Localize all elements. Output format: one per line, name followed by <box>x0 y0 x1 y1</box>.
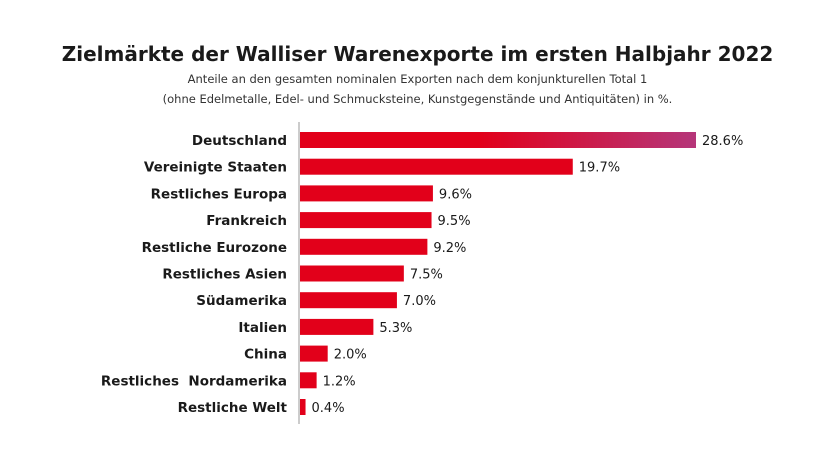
value-label: 2.0% <box>334 348 367 363</box>
bar <box>300 132 696 148</box>
bar <box>300 372 317 389</box>
category-label: Südamerika <box>196 293 287 309</box>
bar <box>300 158 573 175</box>
category-label: Deutschland <box>192 133 287 149</box>
value-label: 9.5% <box>438 214 471 229</box>
category-label: Restliches Nordamerika <box>101 373 287 389</box>
value-label: 9.2% <box>433 241 466 256</box>
category-label: Restliches Europa <box>151 186 287 202</box>
chart-subtitle-line-2: (ohne Edelmetalle, Edel- und Schmuckstei… <box>162 92 673 106</box>
value-label: 7.0% <box>403 294 436 309</box>
category-label: Italien <box>238 320 287 336</box>
value-label: 7.5% <box>410 268 443 283</box>
bar <box>300 185 433 202</box>
category-label: Restliche Welt <box>178 400 288 416</box>
chart-subtitle-line-1: Anteile an den gesamten nominalen Export… <box>187 72 648 86</box>
value-label: 9.6% <box>439 187 472 202</box>
category-label: Restliches Asien <box>162 267 287 283</box>
value-label: 19.7% <box>579 161 620 176</box>
bar <box>300 212 432 229</box>
category-label: Restliche Eurozone <box>142 240 287 256</box>
value-label: 5.3% <box>379 321 412 336</box>
bar <box>300 345 328 362</box>
value-label: 0.4% <box>312 401 345 416</box>
category-label: China <box>244 347 287 363</box>
chart-title: Zielmärkte der Walliser Warenexporte im … <box>61 42 774 66</box>
bar <box>300 318 374 335</box>
category-label: Frankreich <box>206 213 287 229</box>
value-label: 1.2% <box>323 374 356 389</box>
bar <box>300 399 306 415</box>
bar <box>300 238 428 255</box>
bar <box>300 292 397 309</box>
value-label: 28.6% <box>702 134 743 149</box>
category-label: Vereinigte Staaten <box>144 160 287 176</box>
bar <box>300 265 404 282</box>
